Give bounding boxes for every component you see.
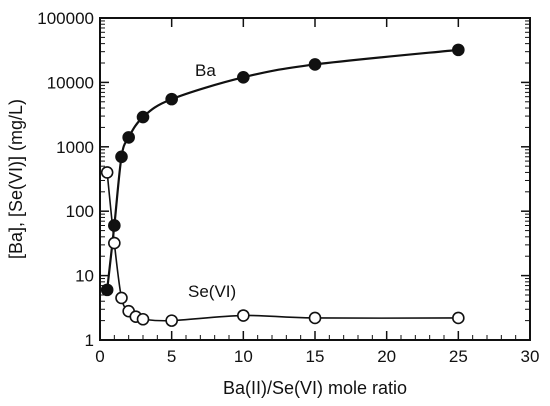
data-point-ba [100,283,114,297]
x-axis-title: Ba(II)/Se(VI) mole ratio [223,378,407,398]
data-point-se [452,311,465,325]
series-line-se [106,172,459,322]
x-tick-label: 30 [521,347,540,366]
x-tick-label: 25 [449,347,468,366]
data-point-se [308,311,322,325]
y-tick-label: 1 [85,331,94,350]
series-label-ba: Ba [195,61,216,80]
data-point-ba [452,43,465,57]
data-point-ba [108,219,121,232]
x-tick-label: 0 [95,347,104,366]
y-axis-ticks: 1 10 100 1000 10000 100000 [37,9,530,350]
data-point-se [165,314,178,327]
series-line-ba [106,48,459,291]
y-tick-label: 100000 [37,9,94,28]
y-tick-label: 100 [66,202,94,221]
data-point-se [237,309,250,322]
y-tick-label: 1000 [56,138,94,157]
data-point-ba [237,71,250,84]
data-point-ba [308,58,322,71]
y-tick-label: 10 [75,267,94,286]
y-tick-label: 10000 [47,73,94,92]
x-tick-label: 5 [167,347,176,366]
data-point-se [136,312,150,326]
data-point-ba [115,150,128,164]
data-point-ba [136,110,150,124]
x-tick-label: 15 [306,347,325,366]
x-axis-ticks: 0 5 10 15 20 25 30 [95,18,539,366]
series-label-se: Se(VI) [188,282,236,301]
data-point-se [108,236,121,250]
data-point-ba [122,131,135,144]
series-layer [100,43,465,327]
data-point-se [100,166,114,179]
data-point-ba [165,92,178,106]
y-axis-title: [Ba], [Se(VI)] (mg/L) [6,99,26,259]
x-tick-label: 20 [377,347,396,366]
data-point-se [115,291,128,305]
x-tick-label: 10 [234,347,253,366]
